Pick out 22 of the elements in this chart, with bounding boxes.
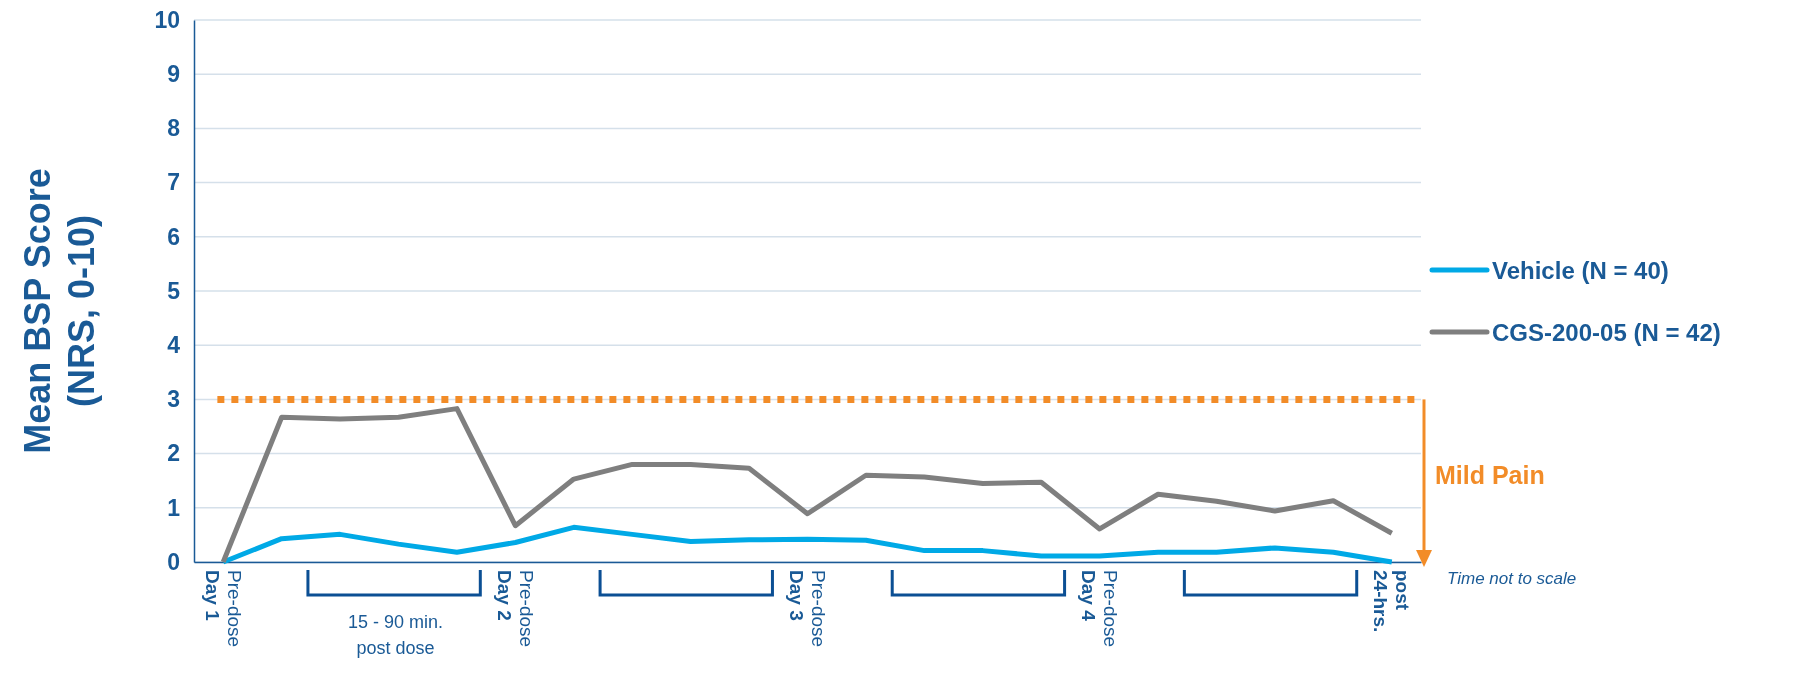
legend-label: Vehicle (N = 40) [1492,257,1669,284]
y-tick-label: 0 [167,548,180,575]
text: 15 - 90 min. post dose [348,612,444,658]
x-tick-label: Day 2 Pre-dose [493,570,537,648]
y-tick-label: 5 [167,277,181,304]
y-tick-label: 8 [167,115,181,142]
x-tick-label: Day 1 Pre-dose [201,570,245,648]
y-tick-label: 10 [154,6,180,33]
legend-label: CGS-200-05 (N = 42) [1492,319,1721,346]
y-tick-label: 1 [167,494,181,521]
x-tick-label: 24-hrs. post [1370,570,1414,633]
y-tick-label: 4 [167,332,181,359]
text: Time not to scale [1447,569,1577,588]
x-tick-label: Day 3 Pre-dose [786,570,829,648]
y-tick-label: 2 [167,440,180,467]
y-tick-label: 6 [167,223,180,250]
y-tick-label: 7 [167,169,180,196]
x-tick-label: Day 4 Pre-dose [1078,570,1122,648]
ref-line-label: Mild Pain [1435,460,1545,489]
y-tick-label: 3 [167,386,180,413]
y-axis-title: Mean BSP Score (NRS, 0-10) [17,168,102,454]
y-tick-label: 9 [167,61,180,88]
